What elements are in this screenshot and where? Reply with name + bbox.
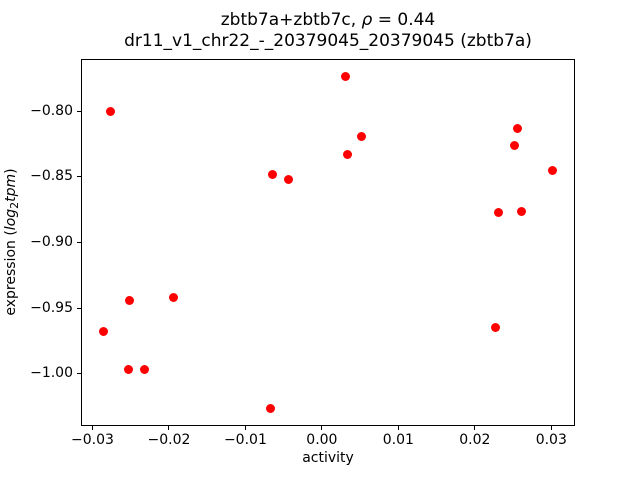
chart-title-line1: zbtb7a+zbtb7c, ρ = 0.44 [81,10,575,30]
scatter-point [98,327,108,337]
scatter-point [267,169,277,179]
rho-value: = 0.44 [372,10,436,30]
x-axis-label: activity [302,450,354,466]
scatter-point [139,365,149,375]
rho-symbol: ρ [361,10,373,30]
x-tick-mark [397,426,399,430]
x-tick-label: 0.00 [306,432,338,448]
scatter-point [343,150,353,160]
scatter-point [124,295,134,305]
scatter-point [516,206,526,216]
scatter-point [169,293,179,303]
scatter-point [266,404,276,414]
chart-title-line2: dr11_v1_chr22_-_20379045_20379045 (zbtb7… [124,31,532,51]
y-tick-mark [77,176,81,178]
y-tick-label: −1.00 [30,365,73,382]
scatter-point [490,323,500,333]
x-tick-mark [91,426,93,430]
x-tick-label: −0.02 [147,432,191,448]
scatter-point [341,71,351,81]
title-gene-pair: zbtb7a+zbtb7c, [220,10,362,30]
x-tick-mark [244,426,246,430]
y-tick-label: −0.95 [30,299,73,316]
y-tick-mark [77,307,81,309]
x-tick-label: 0.01 [382,432,414,448]
scatter-point [357,131,367,141]
scatter-point [123,365,133,375]
x-tick-mark [550,426,552,430]
ylabel-log-base: 2 [8,201,21,209]
scatter-point [548,165,558,175]
x-tick-label: 0.03 [535,432,567,448]
scatter-point [283,175,293,185]
plot-area [81,59,575,426]
x-tick-mark [474,426,476,430]
y-tick-mark [77,373,81,375]
y-tick-label: −0.90 [30,234,73,250]
x-tick-label: 0.02 [459,432,491,448]
y-tick-mark [77,242,81,243]
ylabel-log-word: log [3,208,19,231]
y-tick-mark [77,110,81,112]
x-tick-label: −0.01 [223,432,267,448]
y-tick-label: −0.80 [30,102,73,119]
scatter-point [105,106,115,116]
scatter-point [510,141,520,150]
x-tick-label: −0.03 [71,432,114,448]
scatter-point [513,123,523,133]
x-tick-mark [168,426,170,430]
scatter-point [494,207,504,217]
y-tick-label: −0.85 [30,168,73,185]
x-tick-mark [321,426,323,430]
